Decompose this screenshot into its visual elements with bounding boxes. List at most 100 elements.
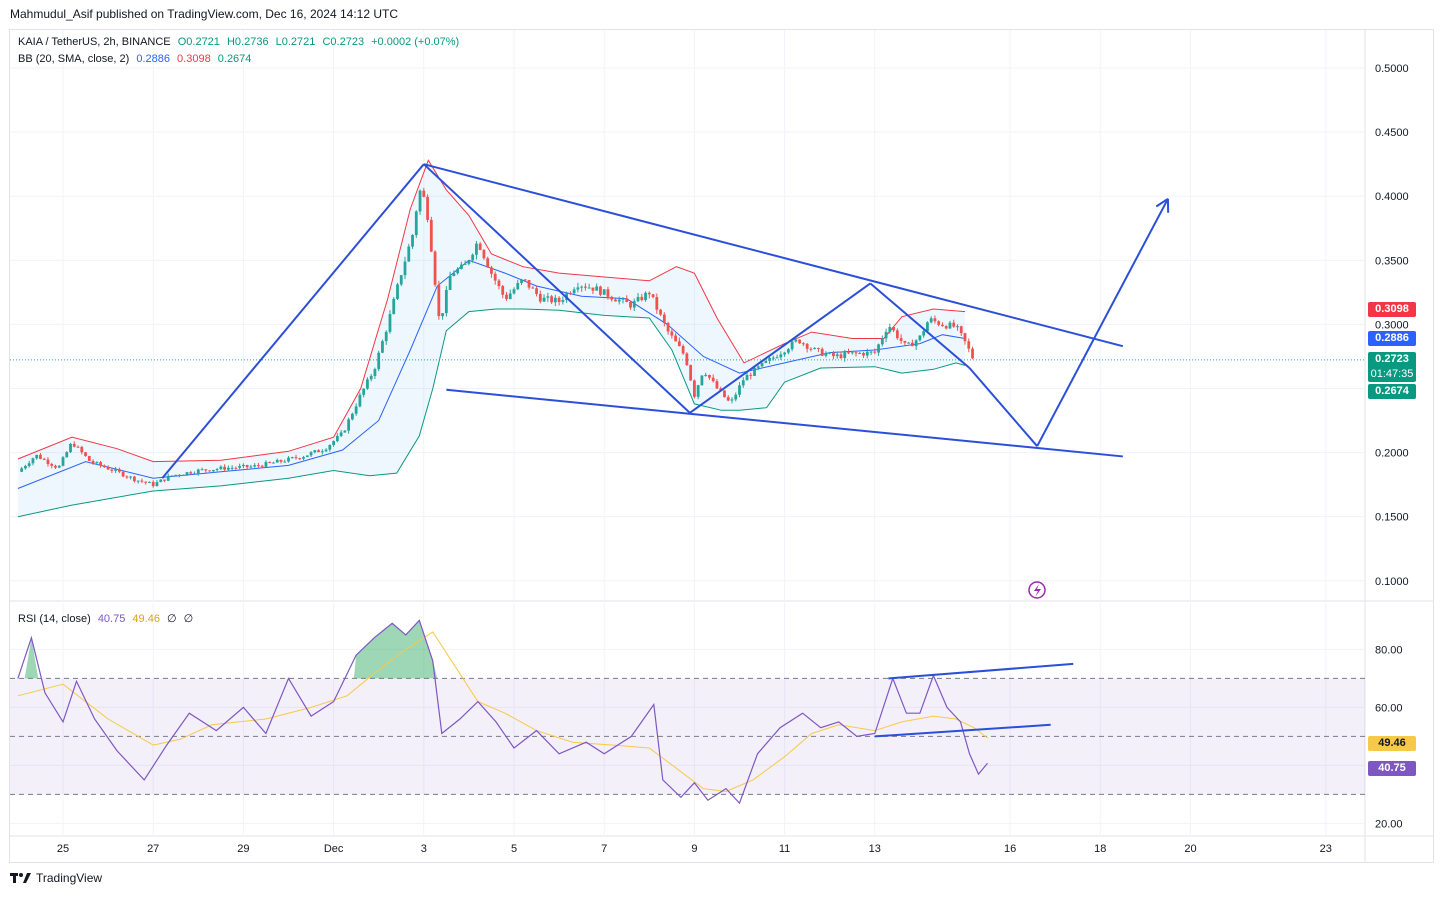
candle-body xyxy=(764,360,768,363)
x-tick-label: 16 xyxy=(1004,843,1016,855)
candle-body xyxy=(933,318,937,322)
candle-body xyxy=(102,465,106,468)
candle-body xyxy=(944,326,948,329)
x-tick-label: 7 xyxy=(601,843,607,855)
rsi-label: RSI (14, close) xyxy=(18,613,91,625)
candle-body xyxy=(27,463,31,466)
candle-body xyxy=(144,481,148,483)
candle-body xyxy=(719,388,723,391)
candle-body xyxy=(268,461,272,463)
candle-body xyxy=(862,353,865,356)
candle-body xyxy=(426,196,429,220)
candle-body xyxy=(538,293,542,302)
candle-body xyxy=(591,287,595,291)
candle-body xyxy=(790,341,794,350)
candle-body xyxy=(196,469,200,474)
candle-body xyxy=(437,284,441,317)
candle-body xyxy=(290,457,294,459)
candle-body xyxy=(31,458,35,464)
candle-body xyxy=(922,331,926,336)
candle-body xyxy=(279,459,283,462)
candle-body xyxy=(358,394,362,407)
candle-body xyxy=(482,249,486,259)
candle-body xyxy=(215,469,219,471)
candle-body xyxy=(865,351,869,356)
footer-brand[interactable]: TradingView xyxy=(10,871,102,885)
candle-body xyxy=(505,294,508,299)
rsi-pane xyxy=(10,619,1365,805)
candle-body xyxy=(835,354,839,357)
candle-body xyxy=(463,263,467,265)
candle-body xyxy=(907,342,911,344)
candle-body xyxy=(106,467,110,470)
rsi-ma-value: 49.46 xyxy=(132,613,160,625)
candle-body xyxy=(35,454,39,459)
candle-body xyxy=(963,333,967,342)
candle-body xyxy=(407,246,411,262)
candle-body xyxy=(813,347,817,349)
y-tick-label: 0.3500 xyxy=(1375,255,1409,267)
last-price: 0.2723 xyxy=(1375,353,1409,365)
candle-body xyxy=(685,353,689,366)
candle-body xyxy=(159,479,163,483)
candle-body xyxy=(809,348,813,350)
bb-label: BB (20, SMA, close, 2) xyxy=(18,53,130,65)
y-tick-label: 0.1000 xyxy=(1375,576,1409,588)
x-tick-label: 29 xyxy=(237,843,249,855)
candle-body xyxy=(640,296,644,301)
candle-body xyxy=(422,190,426,197)
x-tick-label: 9 xyxy=(691,843,697,855)
candle-body xyxy=(230,467,234,469)
candle-body xyxy=(918,335,922,341)
bb-basis-value: 0.2886 xyxy=(136,53,170,65)
candle-body xyxy=(249,466,253,468)
bb-legend[interactable]: BB (20, SMA, close, 2) 0.2886 0.3098 0.2… xyxy=(18,53,255,65)
candle-body xyxy=(644,292,647,301)
x-tick-label: Dec xyxy=(324,843,344,855)
bb-lower-value: 0.2674 xyxy=(217,53,252,65)
candle-body xyxy=(309,452,313,456)
candle-body xyxy=(937,321,941,325)
candle-body xyxy=(208,470,211,472)
candle-body xyxy=(873,351,877,353)
candle-body xyxy=(121,471,125,477)
candle-body xyxy=(189,472,193,474)
candle-body xyxy=(283,461,287,463)
candle-body xyxy=(715,381,719,389)
candle-body xyxy=(392,298,396,315)
candle-body xyxy=(599,286,602,295)
publisher-line: Mahmudul_Asif published on TradingView.c… xyxy=(10,7,399,21)
candle-body xyxy=(666,322,670,332)
candle-body xyxy=(858,353,862,355)
candle-body xyxy=(185,472,189,475)
rsi-line xyxy=(17,619,988,805)
rsi-overbought-fill xyxy=(353,620,438,679)
candle-body xyxy=(20,468,24,472)
candle-body xyxy=(843,352,847,359)
candle-body xyxy=(305,455,309,458)
candle-body xyxy=(677,341,681,347)
candle-body xyxy=(429,219,433,252)
candle-body xyxy=(381,341,384,353)
candle-body xyxy=(294,457,298,459)
candle-body xyxy=(403,261,407,276)
candle-body xyxy=(452,273,456,277)
rsi-legend[interactable]: RSI (14, close) 40.75 49.46 ∅ ∅ xyxy=(18,612,197,625)
bb-basis-tag: 0.2886 xyxy=(1368,331,1416,346)
candle-body xyxy=(388,314,392,332)
low-value: L0.2721 xyxy=(275,36,316,48)
candle-body xyxy=(140,480,144,482)
candle-body xyxy=(260,465,264,467)
candle-body xyxy=(914,340,918,347)
candle-body xyxy=(155,482,159,487)
candle-body xyxy=(245,464,249,468)
candle-body xyxy=(302,457,305,459)
candle-body xyxy=(568,293,572,295)
candle-body xyxy=(941,324,944,327)
candle-body xyxy=(61,457,65,466)
candle-body xyxy=(542,297,546,302)
last-price-tag: 0.2723 01:47:35 xyxy=(1368,352,1416,382)
candle-body xyxy=(775,357,779,359)
candle-body xyxy=(926,322,929,332)
